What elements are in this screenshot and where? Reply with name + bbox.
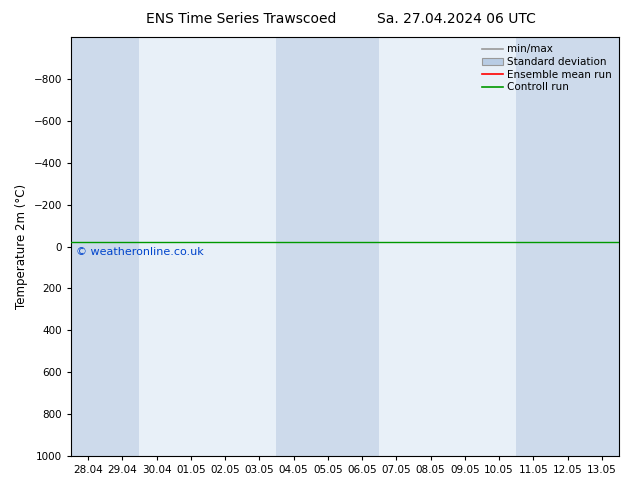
Bar bbox=[345, 37, 379, 456]
Bar bbox=[585, 37, 619, 456]
Y-axis label: Temperature 2m (°C): Temperature 2m (°C) bbox=[15, 184, 28, 309]
Bar bbox=[516, 37, 550, 456]
Text: © weatheronline.co.uk: © weatheronline.co.uk bbox=[77, 247, 204, 257]
Bar bbox=[105, 37, 139, 456]
Text: Sa. 27.04.2024 06 UTC: Sa. 27.04.2024 06 UTC bbox=[377, 12, 536, 26]
Legend: min/max, Standard deviation, Ensemble mean run, Controll run: min/max, Standard deviation, Ensemble me… bbox=[480, 42, 614, 94]
Bar bbox=[550, 37, 585, 456]
Bar bbox=[311, 37, 345, 456]
Bar bbox=[276, 37, 311, 456]
Bar bbox=[71, 37, 105, 456]
Text: ENS Time Series Trawscoed: ENS Time Series Trawscoed bbox=[146, 12, 336, 26]
